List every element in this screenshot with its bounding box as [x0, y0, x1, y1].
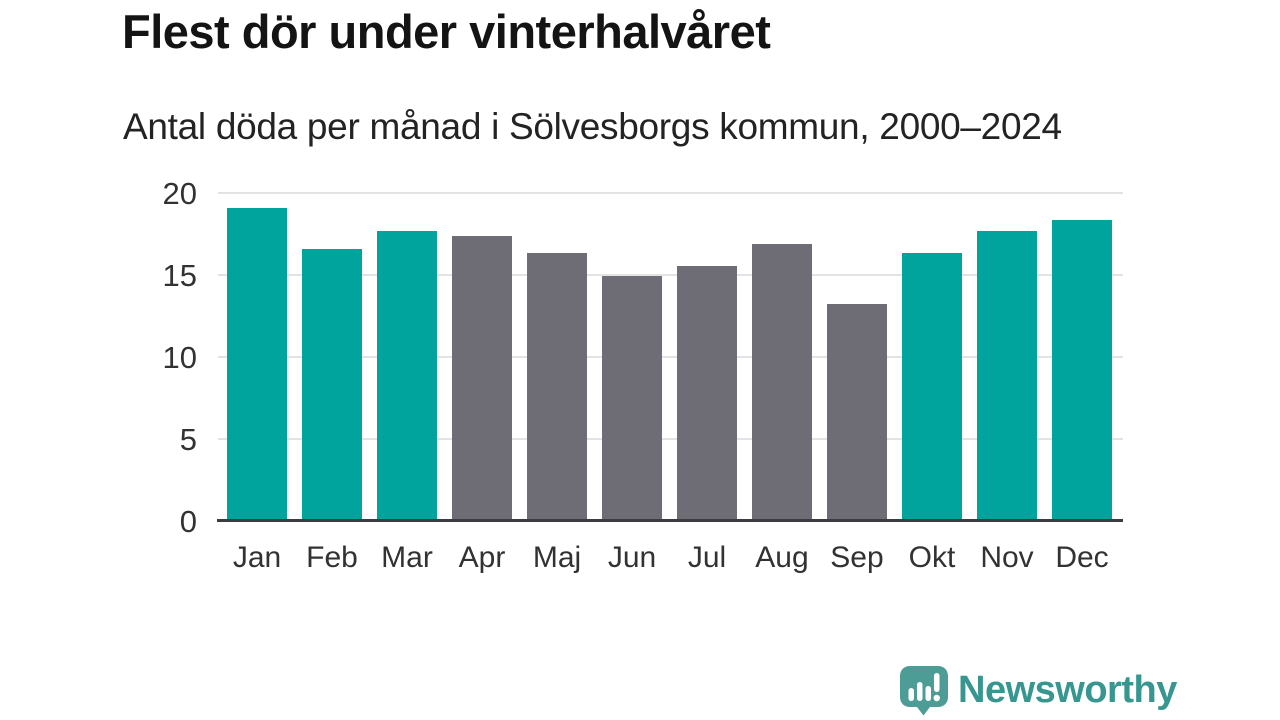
gridline-y-10	[218, 356, 1123, 358]
y-axis-tick-label-0: 0	[179, 504, 197, 539]
bar-jun	[602, 276, 662, 520]
x-axis-tick-label-jul: Jul	[687, 541, 727, 574]
x-axis-tick-label-apr: Apr	[458, 541, 506, 574]
x-axis-tick-label-feb: Feb	[306, 541, 358, 574]
bar-sep	[827, 304, 887, 520]
chart-subtitle: Antal döda per månad i Sölvesborgs kommu…	[123, 106, 1062, 147]
chart-title: Flest dör under vinterhalvåret	[122, 5, 771, 58]
y-axis-tick-label-20: 20	[162, 176, 197, 211]
x-axis-tick-label-okt: Okt	[908, 541, 956, 574]
x-axis-tick-label-jan: Jan	[232, 541, 282, 574]
x-axis-tick-label-jun: Jun	[607, 541, 657, 574]
y-axis-tick-label-5: 5	[179, 422, 197, 457]
bar-feb	[302, 249, 362, 520]
y-axis-tick-label-10: 10	[162, 340, 197, 375]
y-axis-tick-label-15: 15	[162, 258, 197, 293]
bar-jul	[677, 266, 737, 520]
newsworthy-logo: Newsworthy	[897, 663, 1177, 717]
gridline-y-5	[218, 438, 1123, 440]
bar-jan	[227, 208, 287, 520]
x-axis-line	[217, 519, 1123, 522]
x-axis-tick-label-maj: Maj	[532, 541, 582, 574]
x-axis-tick-label-sep: Sep	[830, 541, 884, 574]
bar-mar	[377, 231, 437, 520]
newsworthy-logo-text: Newsworthy	[958, 669, 1177, 711]
bar-apr	[452, 236, 512, 520]
bar-nov	[977, 231, 1037, 520]
x-axis-tick-label-mar: Mar	[381, 541, 433, 574]
bar-dec	[1052, 220, 1112, 520]
bar-okt	[902, 253, 962, 520]
bar-maj	[527, 253, 587, 520]
bar-aug	[752, 244, 812, 520]
x-axis-tick-label-dec: Dec	[1055, 541, 1109, 574]
gridline-y-20	[218, 192, 1123, 194]
x-axis-tick-label-aug: Aug	[755, 541, 809, 574]
newsworthy-bubble-chart-icon	[900, 666, 948, 716]
gridline-y-15	[218, 274, 1123, 276]
x-axis-tick-label-nov: Nov	[980, 541, 1034, 574]
